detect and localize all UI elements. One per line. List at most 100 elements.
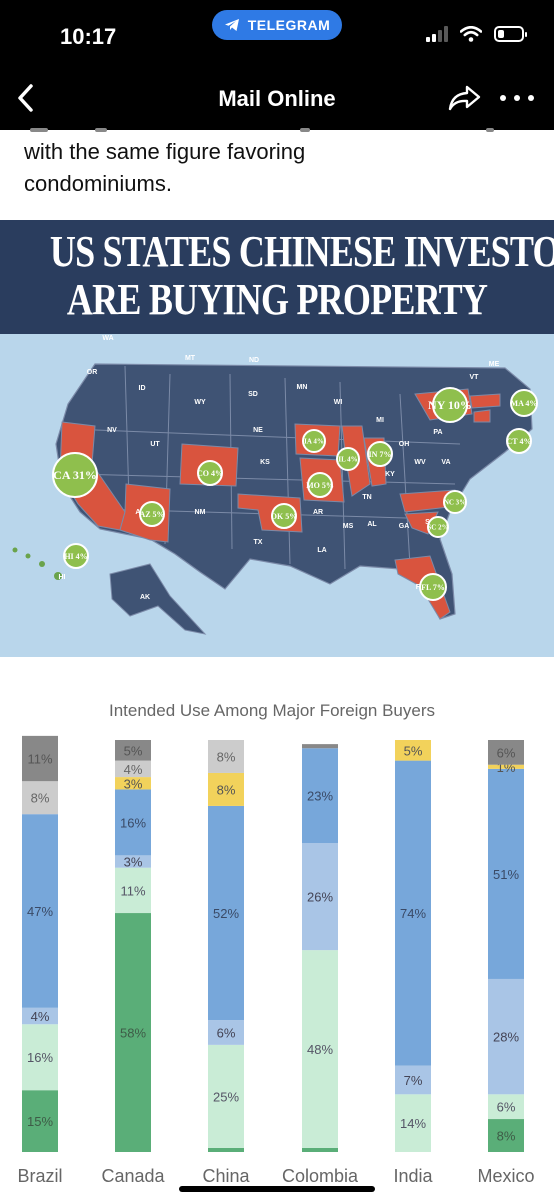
bar-segment [22, 1024, 58, 1091]
bar-segment [302, 843, 338, 951]
state-percentage-bubble: IA 4% [302, 429, 326, 453]
data-label: 28% [493, 1030, 519, 1045]
data-label: 6% [497, 1100, 516, 1115]
data-label: 58% [120, 1026, 146, 1041]
state-abbreviation-wy: WY [194, 399, 206, 406]
stacked-bar-chart: Intended Use Among Major Foreign Buyers … [17, 701, 534, 1186]
bar-segment [22, 814, 58, 1008]
state-ma [469, 393, 501, 409]
state-abbreviation-layer: WAORMTNDIDWYSDMNWIMINVUTNEKSCAAZNMTXARLA… [59, 335, 500, 601]
x-tick-labels: Brazil Canada China Colombia India Mexico [17, 1166, 534, 1186]
bar-segment [115, 777, 151, 790]
state-percentage-bubble: CO 4% [197, 460, 223, 486]
data-label: 7% [404, 1073, 423, 1088]
state-percentage-bubble: HI 4% [63, 543, 89, 569]
state-abbreviation-la: LA [317, 547, 326, 554]
state-percentage-bubble: IL 4% [336, 447, 360, 471]
foreign-buyer-chart: Intended Use Among Major Foreign Buyers … [0, 660, 554, 1200]
state-percentage-bubble: SC 2% [427, 516, 449, 538]
data-label: 3% [124, 776, 143, 791]
state-abbreviation-vt: VT [470, 374, 480, 381]
bar-segment [488, 768, 524, 979]
bar-segment [22, 735, 58, 782]
data-label: 74% [400, 906, 426, 921]
bubble-label: OK 5% [271, 512, 297, 521]
data-label: 48% [307, 1042, 333, 1057]
share-button[interactable] [446, 80, 482, 116]
hawaii-islands [12, 547, 62, 580]
home-indicator[interactable] [179, 1186, 375, 1192]
bar-column-brazil: 15% 16% 4% 47% 8% 11% [22, 735, 58, 1152]
data-label: 52% [213, 906, 239, 921]
bar-column-mexico: 8%6%28%51%1%6% [488, 740, 524, 1152]
chevron-left-icon [18, 84, 33, 112]
state-abbreviation-ks: KS [260, 459, 270, 466]
data-label: 11% [27, 752, 52, 767]
bar-segment [302, 748, 338, 843]
bubble-label: CA 31% [53, 468, 97, 482]
back-button[interactable] [10, 80, 40, 116]
state-percentage-bubble: MO 5% [306, 472, 334, 498]
x-tick-label: India [393, 1166, 433, 1186]
bubble-label: AZ 5% [139, 510, 164, 519]
state-abbreviation-ky: KY [385, 471, 395, 478]
data-label: 3% [124, 855, 143, 870]
x-tick-label: Colombia [282, 1166, 359, 1186]
status-icons [426, 26, 527, 42]
article-line: with the same figure favoring [24, 139, 306, 164]
data-label: 23% [307, 789, 333, 804]
state-abbreviation-nm: NM [195, 509, 206, 516]
state-abbreviation-nd: ND [249, 357, 259, 364]
infographic-headline: US STATES CHINESE INVESTORS ARE BUYING P… [0, 220, 554, 334]
data-label: 11% [120, 883, 145, 898]
bars-layer: 15%16%4%47%8%11%58%11%3%16%3%4%5%25%6%52… [22, 735, 524, 1152]
state-abbreviation-wv: WV [414, 459, 426, 466]
bar-segment [208, 1044, 244, 1148]
bubble-label: IN 7% [369, 450, 392, 459]
state-abbreviation-va: VA [441, 459, 450, 466]
bar-segment [488, 740, 524, 765]
data-label: 8% [217, 782, 236, 797]
return-to-telegram-pill[interactable]: TELEGRAM [212, 10, 342, 40]
bar-column-canada: 58%11%3%16%3%4%5% [115, 740, 151, 1152]
x-tick-label: Mexico [477, 1166, 534, 1186]
state-abbreviation-ar: AR [313, 509, 323, 516]
status-time: 10:17 [60, 24, 117, 49]
data-label: 4% [124, 762, 143, 777]
state-abbreviation-mi: MI [376, 417, 384, 424]
more-options-button[interactable] [500, 92, 534, 104]
bar-segment [208, 805, 244, 1021]
infographic-image[interactable]: US STATES CHINESE INVESTORS ARE BUYING P… [0, 220, 554, 657]
state-abbreviation-mt: MT [185, 355, 196, 362]
state-percentage-bubble: NC 3% [443, 490, 467, 514]
bar-segment [302, 1147, 338, 1152]
data-label: 8% [31, 791, 50, 806]
bubble-label: NC 3% [444, 498, 466, 506]
data-label: 14% [400, 1116, 426, 1131]
wifi-icon [460, 26, 482, 42]
data-label: 4% [31, 1009, 50, 1024]
data-label: 5% [404, 743, 423, 758]
share-arrow-icon [448, 85, 481, 111]
bubble-label: SC 2% [427, 523, 448, 531]
bubble-label: FL 7% [421, 583, 445, 592]
bar-segment [115, 867, 151, 914]
state-percentage-bubble: IN 7% [367, 441, 393, 467]
headline-line: ARE BUYING PROPERTY [66, 275, 488, 324]
x-tick-label: China [202, 1166, 250, 1186]
data-label: 51% [493, 867, 519, 882]
state-percentage-bubble: NY 10% [428, 387, 472, 423]
data-label: 16% [120, 815, 146, 830]
bubble-label: HI 4% [64, 552, 87, 561]
state-abbreviation-ak: AK [140, 594, 150, 601]
alaska-shape [109, 563, 207, 635]
data-label: 5% [124, 743, 143, 758]
bar-segment [302, 950, 338, 1148]
state-abbreviation-tn: TN [362, 494, 371, 501]
battery-icon [494, 26, 527, 42]
bar-column-colombia: 48% 26% 23% [302, 744, 338, 1152]
bar-segment [115, 789, 151, 856]
state-abbreviation-tx: TX [254, 539, 263, 546]
state-percentage-bubble: MA 4% [510, 389, 538, 417]
state-abbreviation-ut: UT [150, 441, 160, 448]
